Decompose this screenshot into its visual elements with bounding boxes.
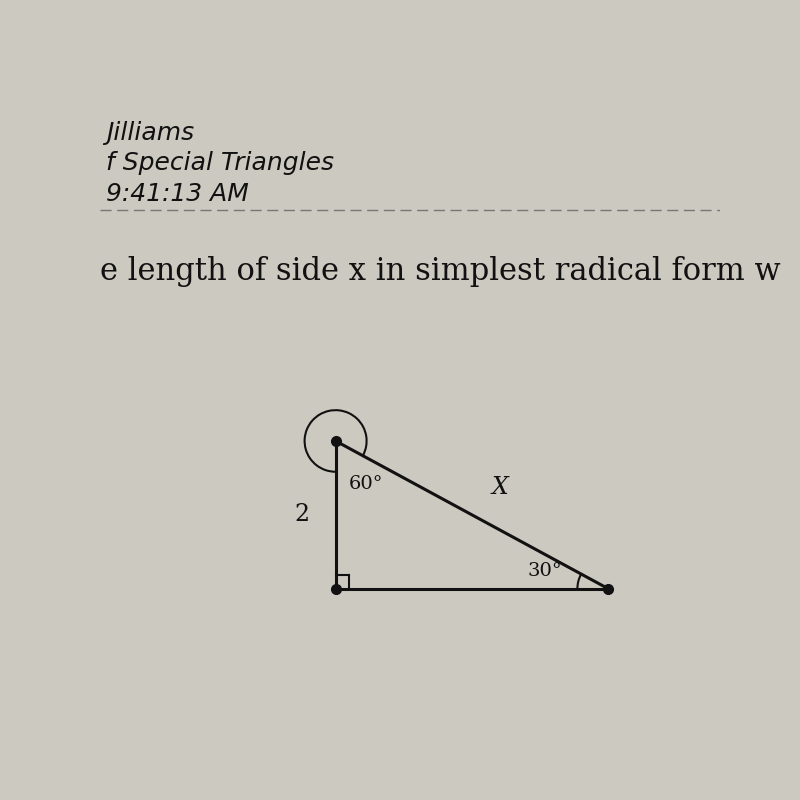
Text: 60°: 60° [350,475,384,493]
Text: 30°: 30° [528,562,562,579]
Text: 2: 2 [294,503,309,526]
Text: e length of side x in simplest radical form w: e length of side x in simplest radical f… [100,256,781,287]
Text: 9:41:13 AM: 9:41:13 AM [106,182,249,206]
Text: Jilliams: Jilliams [106,121,194,145]
Text: f Special Triangles: f Special Triangles [106,151,334,175]
Text: X: X [491,476,508,498]
